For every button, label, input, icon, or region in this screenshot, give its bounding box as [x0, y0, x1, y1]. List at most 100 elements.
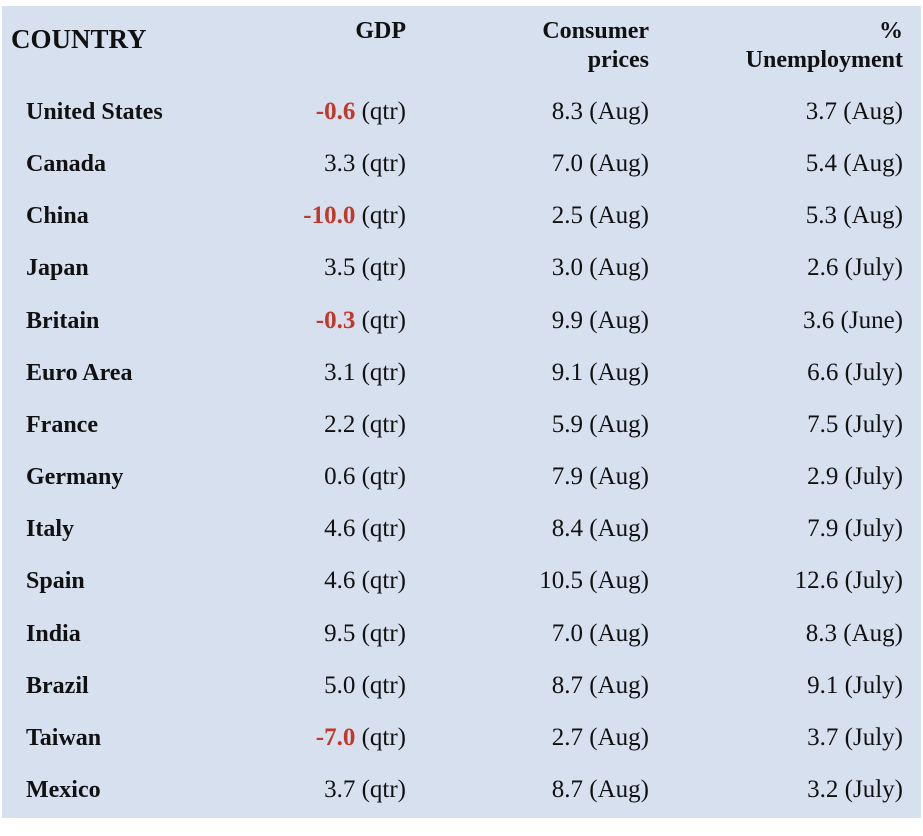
- gdp-value: 4.6: [324, 515, 356, 543]
- country-name: Taiwan: [26, 724, 102, 751]
- country-name: France: [26, 411, 98, 438]
- header-country: COUNTRY: [11, 24, 147, 54]
- consumer-prices-value: 7.0 (Aug): [551, 150, 649, 178]
- gdp-value: -10.0: [303, 202, 356, 230]
- header-consumer-prices-line1: Consumer: [542, 18, 649, 44]
- consumer-prices-value: 7.0 (Aug): [551, 619, 649, 647]
- consumer-prices-value: 8.3 (Aug): [551, 98, 649, 125]
- table-row: France 2.2 (qtr) 5.9 (Aug) 7.5 (July): [2, 399, 921, 451]
- unemployment-value: 12.6 (July): [794, 567, 903, 595]
- country-name: United States: [26, 99, 163, 125]
- unemployment-value: 5.4 (Aug): [805, 150, 903, 178]
- gdp-value: 0.6: [324, 463, 356, 491]
- consumer-prices-value: 3.0 (Aug): [551, 254, 649, 282]
- header-gdp: GDP: [355, 18, 406, 44]
- gdp-cell: -0.6 (qtr): [316, 86, 406, 138]
- consumer-prices-value: 8.7 (Aug): [551, 671, 649, 699]
- gdp-period: (qtr): [361, 723, 406, 751]
- header-consumer-prices-line2: prices: [587, 47, 649, 73]
- table-row: Canada 3.3 (qtr) 7.0 (Aug) 5.4 (Aug): [2, 138, 921, 190]
- unemployment-value: 3.7 (July): [807, 723, 903, 751]
- gdp-cell: 3.7 (qtr): [324, 764, 406, 816]
- gdp-period: (qtr): [361, 463, 406, 491]
- header-unemployment-line2: Unemployment: [745, 47, 903, 73]
- gdp-cell: 3.3 (qtr): [324, 138, 406, 190]
- consumer-prices-value: 7.9 (Aug): [551, 463, 649, 491]
- gdp-period: (qtr): [361, 671, 406, 699]
- gdp-value: 2.2: [324, 410, 356, 438]
- country-name: Britain: [26, 307, 100, 334]
- gdp-period: (qtr): [361, 150, 406, 178]
- table-row: United States -0.6 (qtr) 8.3 (Aug) 3.7 (Aug…: [2, 86, 921, 138]
- unemployment-value: 7.5 (July): [807, 410, 903, 438]
- consumer-prices-value: 5.9 (Aug): [551, 410, 649, 438]
- country-name: Italy: [26, 516, 74, 543]
- country-name: Euro Area: [26, 359, 133, 386]
- table-row: Mexico 3.7 (qtr) 8.7 (Aug) 3.2 (July): [2, 764, 921, 816]
- gdp-cell: 3.1 (qtr): [324, 347, 406, 399]
- gdp-cell: 4.6 (qtr): [324, 503, 406, 555]
- gdp-cell: 2.2 (qtr): [324, 399, 406, 451]
- consumer-prices-value: 2.7 (Aug): [551, 723, 649, 751]
- unemployment-value: 6.6 (July): [807, 358, 903, 386]
- unemployment-value: 3.2 (July): [807, 775, 903, 803]
- consumer-prices-value: 8.4 (Aug): [551, 515, 649, 543]
- gdp-period: (qtr): [361, 567, 406, 595]
- unemployment-value: 2.9 (July): [807, 463, 903, 491]
- economic-indicators-table: COUNTRY GDP Consumer prices % Unemployme…: [2, 6, 921, 818]
- consumer-prices-value: 10.5 (Aug): [539, 567, 649, 595]
- table-row: Japan 3.5 (qtr) 3.0 (Aug) 2.6 (July): [2, 242, 921, 294]
- gdp-value: 9.5: [324, 619, 356, 647]
- gdp-period: (qtr): [361, 254, 406, 282]
- consumer-prices-value: 8.7 (Aug): [551, 775, 649, 803]
- gdp-value: -0.6: [315, 98, 356, 125]
- country-name: Germany: [26, 464, 124, 491]
- header-consumer-prices: Consumer prices: [542, 17, 649, 75]
- gdp-cell: -0.3 (qtr): [316, 295, 406, 347]
- unemployment-value: 2.6 (July): [807, 254, 903, 282]
- gdp-period: (qtr): [361, 619, 406, 647]
- gdp-cell: -7.0 (qtr): [316, 712, 406, 764]
- unemployment-value: 5.3 (Aug): [805, 202, 903, 230]
- unemployment-value: 8.3 (Aug): [805, 619, 903, 647]
- consumer-prices-value: 9.1 (Aug): [551, 358, 649, 386]
- table-row: India 9.5 (qtr) 7.0 (Aug) 8.3 (Aug): [2, 608, 921, 660]
- gdp-cell: 4.6 (qtr): [324, 555, 406, 607]
- unemployment-value: 3.6 (June): [803, 306, 903, 334]
- unemployment-value: 7.9 (July): [807, 515, 903, 543]
- consumer-prices-value: 9.9 (Aug): [551, 306, 649, 334]
- table-row: Germany 0.6 (qtr) 7.9 (Aug) 2.9 (July): [2, 451, 921, 503]
- gdp-cell: -10.0 (qtr): [303, 190, 406, 242]
- table-header: COUNTRY GDP Consumer prices % Unemployme…: [2, 6, 921, 86]
- country-name: Brazil: [26, 672, 89, 699]
- gdp-period: (qtr): [361, 306, 406, 334]
- country-name: Canada: [26, 151, 107, 178]
- gdp-value: 5.0: [324, 671, 356, 699]
- country-name: Japan: [26, 255, 89, 282]
- country-name: Spain: [26, 568, 85, 595]
- unemployment-value: 3.7 (Aug): [805, 98, 903, 125]
- gdp-cell: 9.5 (qtr): [324, 608, 406, 660]
- table-row: China -10.0 (qtr) 2.5 (Aug) 5.3 (Aug): [2, 190, 921, 242]
- gdp-period: (qtr): [361, 410, 406, 438]
- gdp-period: (qtr): [361, 98, 406, 125]
- gdp-period: (qtr): [361, 775, 406, 803]
- gdp-cell: 5.0 (qtr): [324, 660, 406, 712]
- gdp-value: -0.3: [315, 306, 356, 334]
- gdp-period: (qtr): [361, 515, 406, 543]
- gdp-value: 3.5: [324, 254, 356, 282]
- gdp-cell: 3.5 (qtr): [324, 242, 406, 294]
- header-unemployment: % Unemployment: [746, 17, 903, 75]
- gdp-value: 3.1: [324, 358, 356, 386]
- gdp-value: 4.6: [324, 567, 356, 595]
- country-name: India: [26, 620, 81, 647]
- table-row: Brazil 5.0 (qtr) 8.7 (Aug) 9.1 (July): [2, 660, 921, 712]
- unemployment-value: 9.1 (July): [807, 671, 903, 699]
- gdp-value: 3.3: [324, 150, 356, 178]
- gdp-period: (qtr): [361, 358, 406, 386]
- header-unemployment-line1: %: [879, 18, 903, 44]
- gdp-period: (qtr): [361, 202, 406, 230]
- gdp-cell: 0.6 (qtr): [324, 451, 406, 503]
- country-name: China: [26, 203, 89, 230]
- table-row: Euro Area 3.1 (qtr) 9.1 (Aug) 6.6 (July): [2, 347, 921, 399]
